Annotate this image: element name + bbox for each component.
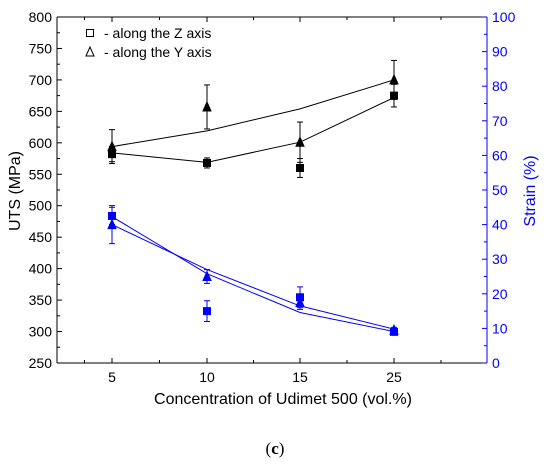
series-1	[107, 59, 399, 165]
left-tick-label: 250	[29, 355, 53, 371]
left-tick-label: 300	[29, 324, 53, 340]
data-point	[295, 296, 305, 307]
right-tick-label: 60	[492, 147, 508, 163]
right-axis-ticks: 0 10 20 30 40 50 60 70 80 90 100	[482, 9, 516, 371]
series-fit-line	[111, 79, 395, 148]
data-point	[295, 135, 305, 147]
series-3	[107, 205, 399, 335]
x-tick-label: 5	[108, 369, 116, 385]
series-fit-line	[111, 224, 395, 330]
data-point	[202, 100, 212, 112]
left-tick-label: 750	[29, 40, 53, 56]
right-tick-label: 100	[492, 9, 516, 25]
caption-letter: c	[271, 439, 279, 458]
right-tick-label: 0	[492, 355, 500, 371]
y-axis-left-label: UTS (MPa)	[7, 151, 24, 231]
right-tick-label: 80	[492, 78, 508, 94]
left-tick-label: 800	[29, 9, 53, 25]
right-tick-label: 30	[492, 251, 508, 267]
data-point	[107, 140, 117, 152]
right-tick-label: 40	[492, 217, 508, 233]
right-tick-label: 10	[492, 320, 508, 336]
data-point	[107, 218, 117, 230]
x-axis-ticks: 5 10 15 25	[84, 17, 442, 385]
left-tick-label: 550	[29, 166, 53, 182]
x-tick-label: 15	[292, 369, 308, 385]
series-0	[108, 83, 398, 178]
left-tick-label: 350	[29, 292, 53, 308]
data-point	[203, 158, 211, 167]
left-axis-ticks: 250 300 350 400 450 500 550 600 650 700 750 800	[29, 9, 62, 371]
legend-label-y: - along the Y axis	[104, 44, 212, 60]
left-tick-label: 650	[29, 103, 53, 119]
right-tick-label: 50	[492, 182, 508, 198]
data-point	[296, 163, 304, 172]
x-tick-label: 25	[386, 369, 402, 385]
plot-frame	[56, 16, 488, 364]
x-axis-label: Concentration of Udimet 500 (vol.%)	[154, 391, 412, 408]
data-point	[202, 270, 212, 281]
y-axis-right-label: Strain (%)	[522, 155, 539, 226]
legend-marker-square	[86, 29, 94, 37]
data-point	[389, 323, 399, 335]
data-point	[203, 307, 211, 316]
data-series	[107, 59, 399, 336]
left-tick-label: 400	[29, 261, 53, 277]
left-tick-label: 700	[29, 72, 53, 88]
right-tick-label: 70	[492, 113, 508, 129]
series-fit-line	[111, 216, 395, 333]
right-tick-label: 90	[492, 44, 508, 60]
data-point	[389, 73, 399, 85]
left-tick-label: 450	[29, 229, 53, 245]
series-fit-line	[111, 97, 395, 163]
figure-caption: (c)	[266, 439, 285, 458]
legend-marker-triangle	[85, 45, 95, 57]
legend-label-z: - along the Z axis	[104, 25, 211, 41]
left-tick-label: 500	[29, 198, 53, 214]
series-2	[108, 206, 398, 336]
legend	[85, 29, 95, 57]
left-tick-label: 600	[29, 135, 53, 151]
x-tick-label: 10	[199, 369, 215, 385]
right-tick-label: 20	[492, 286, 508, 302]
